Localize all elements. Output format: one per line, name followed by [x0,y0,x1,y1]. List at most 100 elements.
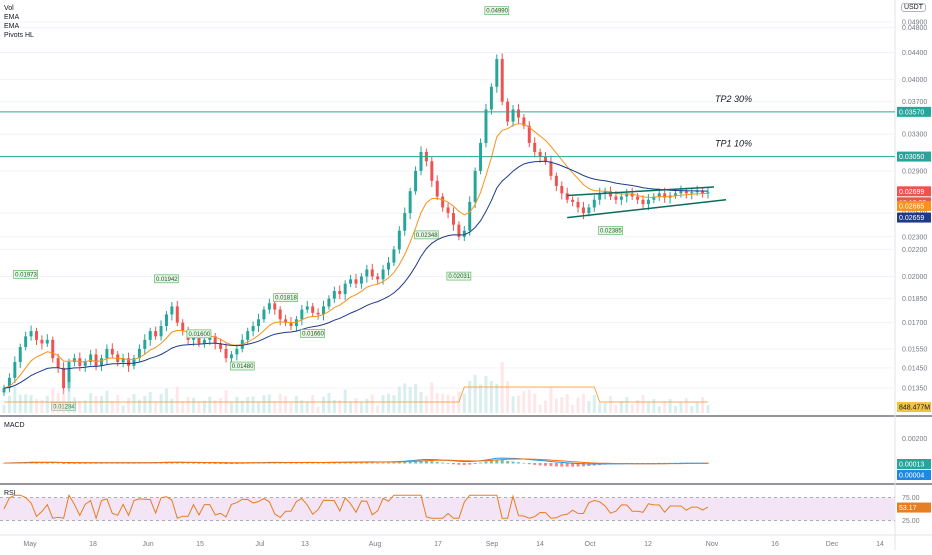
rsi-line [3,493,709,520]
indicator-ema-1[interactable]: EMA [4,14,20,21]
indicator-ema-2[interactable]: EMA [4,23,20,30]
volume-bar [267,394,271,413]
x-tick-label: 16 [771,541,779,548]
volume-bar [587,400,591,413]
volume-bar [354,398,358,413]
candle-body [598,193,602,200]
macd-histogram-bar [511,461,515,464]
macd-histogram-bar [116,463,120,464]
volume-bar [72,397,76,413]
volume-bar [94,396,98,413]
volume-bar [679,402,683,413]
volume-bar [706,405,710,413]
x-tick-label: 14 [536,541,544,548]
macd-pane-title[interactable]: MACD [4,422,25,429]
macd-marker-bg [897,470,931,480]
candle-body [83,362,87,366]
trendline-upper [567,186,715,197]
x-tick-label: 15 [196,541,204,548]
volume-bar [657,406,661,413]
volume-bar [284,395,288,413]
volume-bar [148,392,152,413]
macd-histogram-bar [446,463,450,464]
candle-body [251,326,255,332]
volume-bar [7,395,11,413]
pivot-label-bg [186,329,212,339]
macd-histogram-bar [506,460,510,464]
macd-histogram-bar [322,462,325,464]
candle-body [257,319,261,327]
macd-histogram-bar [538,463,542,466]
y-tick-label: 0.01450 [902,365,927,372]
candle-body [484,109,488,143]
volume-bar [603,403,607,413]
candle-body [387,262,390,270]
volume-bar [343,389,347,413]
candle-body [679,191,683,194]
volume-bar [127,397,131,413]
candle-body [516,109,520,118]
x-tick-label: Jun [142,541,153,548]
pivot-label-bg [414,230,439,240]
candle-body [143,339,147,349]
volume-bar [202,400,206,413]
candle-body [457,224,461,237]
volume-bar [316,406,320,413]
volume-bar [322,396,325,413]
candle-body [609,191,613,197]
macd-histogram-bar [349,462,353,464]
candle-body [246,331,250,340]
volume-bar [506,381,510,413]
volume-bar [370,394,374,413]
candle-body [349,279,353,284]
candle-body [414,170,418,192]
volume-bar [630,404,634,413]
volume-bar [451,396,455,413]
y-tick-label: 0.01700 [902,320,927,327]
candle-body [489,86,493,110]
macd-histogram-bar [132,463,136,464]
indicator-vol[interactable]: Vol [4,5,14,12]
x-tick-label: Aug [369,541,382,548]
volume-bar [419,392,423,413]
currency-badge[interactable]: USDT [900,3,926,12]
candle-body [392,249,396,263]
candle-body [641,199,645,205]
candle-body [397,230,401,250]
signal-line [4,458,709,465]
pivot-label: 0.02031 [448,274,470,280]
macd-histogram-bar [484,461,488,464]
volume-bar [67,382,71,413]
candle-body [354,279,358,284]
candle-body [571,199,575,202]
volume-bar [29,395,33,413]
candle-body [262,309,266,320]
indicator-pivots[interactable]: Pivots HL [4,32,34,39]
macd-histogram-bar [83,463,87,464]
macd-histogram-bar [186,462,190,464]
candle-body [105,348,109,359]
volume-bar [56,393,60,413]
candle-body [522,117,526,126]
candle-body [462,230,466,237]
candle-body [2,388,6,393]
macd-histogram-bar [192,463,196,464]
volume-bar [376,405,380,413]
pivot-label: 0.01942 [156,277,178,283]
volume-bar [533,393,537,413]
candle-body [419,151,423,171]
macd-histogram-bar [403,461,407,464]
candle-body [560,185,564,194]
macd-histogram-bar [208,463,212,464]
volume-bar [701,397,705,413]
volume-bar [305,402,309,413]
volume-bar [609,396,613,413]
candle-body [305,306,309,310]
candle-body [663,193,667,198]
volume-bar [581,393,585,413]
rsi-pane-title[interactable]: RSI [4,490,16,497]
volume-bar [403,383,407,413]
macd-histogram-bar [576,463,580,467]
macd-histogram-bar [294,462,298,464]
